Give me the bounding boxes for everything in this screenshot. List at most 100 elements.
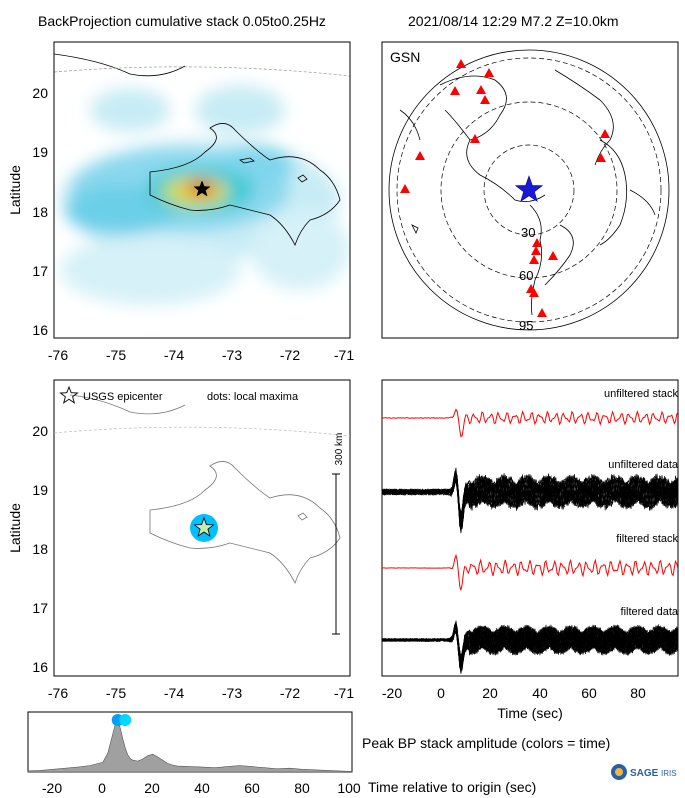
peak-amplitude-area xyxy=(27,720,353,773)
bp-xtick-73: -73 xyxy=(222,347,242,363)
peak-xtick-40: 40 xyxy=(194,780,210,796)
mx-ytick-17: 17 xyxy=(32,600,48,616)
station-map-panel: GSN 30 60 95 xyxy=(381,41,679,339)
maxima-map-yticks: 20 19 18 17 16 xyxy=(32,423,48,675)
seismogram-traces xyxy=(382,408,678,674)
mx-ytick-16: 16 xyxy=(32,659,48,675)
bp-map-yticks: 20 19 18 17 16 xyxy=(32,85,48,338)
mx-xtick-74: -74 xyxy=(164,685,184,701)
unfiltered-data-trace xyxy=(382,470,678,530)
bp-xtick-76: -76 xyxy=(48,347,68,363)
label-filtered-stack: filtered stack xyxy=(616,533,678,545)
unfiltered-data-trace xyxy=(382,470,678,528)
bp-heatmap xyxy=(54,53,350,305)
station-marker xyxy=(532,238,542,247)
station-marker xyxy=(450,86,460,95)
mx-xtick-72: -72 xyxy=(280,685,300,701)
bp-xtick-74: -74 xyxy=(164,347,184,363)
figure-title: BackProjection cumulative stack 0.05to0.… xyxy=(38,13,326,29)
logo-subtext: IRIS xyxy=(661,769,677,778)
filtered-stack-trace xyxy=(382,553,678,591)
mx-ytick-18: 18 xyxy=(32,541,48,557)
station-marker xyxy=(529,255,539,264)
legend-dots-label: dots: local maxima xyxy=(207,391,299,403)
station-marker xyxy=(484,68,494,77)
logo-text: SAGE xyxy=(630,768,659,779)
usgs-epicenter-star xyxy=(193,516,215,537)
maxima-map-xticks: -76 -75 -74 -73 -72 -71 xyxy=(48,685,354,701)
peak-xlabel: Time relative to origin (sec) xyxy=(368,779,536,795)
bp-xtick-71: -71 xyxy=(334,347,354,363)
peak-xtick-80: 80 xyxy=(294,780,310,796)
peak-xticks: -20 0 20 40 60 80 100 xyxy=(42,780,361,796)
local-coastlines xyxy=(69,394,341,585)
unfiltered-data-trace xyxy=(382,473,678,521)
mx-ytick-19: 19 xyxy=(32,482,48,498)
epicenter-star-1 xyxy=(193,180,211,197)
peak-amplitude-plot xyxy=(27,714,353,773)
epicenter-star-global xyxy=(514,175,544,203)
station-marker xyxy=(596,153,606,162)
peak-xtick-0: 0 xyxy=(98,780,106,796)
station-marker xyxy=(470,134,480,143)
station-marker xyxy=(531,246,541,255)
filtered-data-trace xyxy=(382,624,678,664)
bp-heatmap-panel: Latitude 20 19 18 17 16 -76 -75 -74 -73 … xyxy=(7,41,354,363)
peak-xtick-100: 100 xyxy=(337,780,361,796)
label-unfiltered-data: unfiltered data xyxy=(608,459,679,471)
peak-xtick-20: 20 xyxy=(144,780,160,796)
legend-star-icon xyxy=(59,385,79,404)
bp-ytick-18: 18 xyxy=(32,204,48,220)
station-marker xyxy=(476,85,486,94)
station-marker xyxy=(600,129,610,138)
bp-ytick-20: 20 xyxy=(32,85,48,101)
seis-xtick-40: 40 xyxy=(532,685,548,701)
station-marker xyxy=(415,151,425,160)
seis-xtick-60: 60 xyxy=(581,685,597,701)
bp-ytick-19: 19 xyxy=(32,144,48,160)
event-info: 2021/08/14 12:29 M7.2 Z=10.0km xyxy=(408,13,619,29)
ring-label-30: 30 xyxy=(521,225,535,240)
mx-xtick-71: -71 xyxy=(334,685,354,701)
scale-bar-label: 300 km xyxy=(334,433,345,466)
unfiltered-stack-trace xyxy=(382,408,678,438)
unfiltered-data-trace xyxy=(382,473,678,534)
seis-xtick-20: 20 xyxy=(482,685,498,701)
label-unfiltered-stack: unfiltered stack xyxy=(604,388,678,400)
mx-xtick-75: -75 xyxy=(106,685,126,701)
peak-time-marker xyxy=(119,714,132,726)
bp-ytick-17: 17 xyxy=(32,263,48,279)
seis-xtick-0: 0 xyxy=(437,685,445,701)
seismogram-panel: unfiltered stack unfiltered data filtere… xyxy=(381,379,679,721)
scale-bar: 300 km xyxy=(332,433,345,635)
maxima-map-ylabel: Latitude xyxy=(7,503,23,553)
maxima-map-panel: 300 km USGS epicenter dots: local maxima… xyxy=(7,379,354,701)
station-marker xyxy=(456,59,466,68)
peak-amplitude-title: Peak BP stack amplitude (colors = time) xyxy=(362,735,610,751)
bp-xtick-75: -75 xyxy=(106,347,126,363)
station-marker xyxy=(548,251,558,260)
seis-xtick-80: 80 xyxy=(630,685,646,701)
station-markers xyxy=(400,59,610,317)
mx-ytick-20: 20 xyxy=(32,423,48,439)
bp-ytick-16: 16 xyxy=(32,322,48,338)
mx-xtick-76: -76 xyxy=(48,685,68,701)
mx-xtick-73: -73 xyxy=(222,685,242,701)
sage-iris-logo: SAGE IRIS xyxy=(611,764,677,780)
label-filtered-data: filtered data xyxy=(621,606,679,618)
station-marker xyxy=(529,288,539,297)
peak-xtick-60: 60 xyxy=(244,780,260,796)
bp-map-xticks: -76 -75 -74 -73 -72 -71 xyxy=(48,347,354,363)
peak-xtick-m20: -20 xyxy=(42,780,62,796)
legend-epicenter-label: USGS epicenter xyxy=(83,391,163,403)
seis-xlabel: Time (sec) xyxy=(497,705,563,721)
seis-xtick-m20: -20 xyxy=(382,685,402,701)
network-label: GSN xyxy=(390,49,420,65)
station-marker xyxy=(480,95,490,104)
ring-label-95: 95 xyxy=(519,318,533,333)
bp-xtick-72: -72 xyxy=(280,347,300,363)
seis-xticks: -20 0 20 40 60 80 xyxy=(382,685,646,701)
station-marker xyxy=(537,308,547,317)
filtered-data-trace xyxy=(382,625,678,658)
